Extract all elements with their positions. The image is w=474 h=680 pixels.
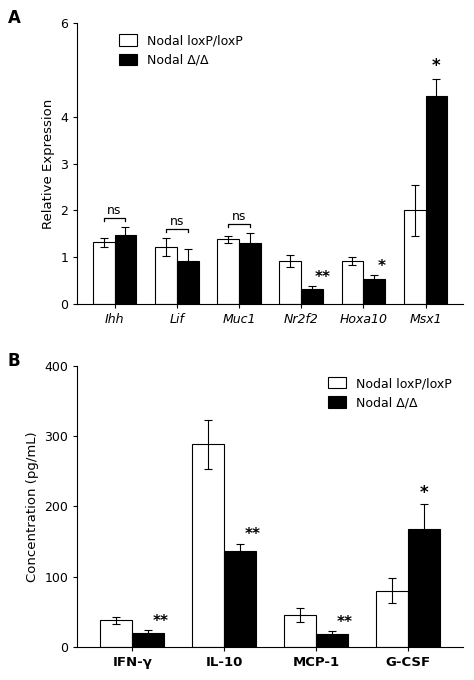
Legend: Nodal loxP/loxP, Nodal Δ/Δ: Nodal loxP/loxP, Nodal Δ/Δ — [323, 372, 456, 414]
Bar — [224, 551, 256, 647]
Bar — [364, 279, 385, 304]
Bar — [284, 615, 316, 647]
Bar — [279, 261, 301, 304]
Bar — [239, 243, 261, 304]
Bar — [404, 210, 426, 304]
Y-axis label: Relative Expression: Relative Expression — [42, 99, 55, 228]
Bar — [342, 261, 364, 304]
Text: *: * — [419, 484, 428, 502]
Text: *: * — [432, 56, 441, 75]
Bar — [155, 247, 177, 304]
Bar — [132, 633, 164, 647]
Text: ns: ns — [232, 210, 246, 223]
Text: **: ** — [337, 615, 353, 630]
Text: **: ** — [245, 527, 261, 542]
Text: A: A — [8, 9, 21, 27]
Y-axis label: Concentration (pg/mL): Concentration (pg/mL) — [26, 431, 39, 581]
Bar — [115, 235, 137, 304]
Text: ns: ns — [108, 204, 122, 217]
Text: ns: ns — [170, 215, 184, 228]
Text: B: B — [8, 352, 20, 370]
Text: *: * — [377, 258, 385, 273]
Bar — [100, 620, 132, 647]
Bar — [217, 239, 239, 304]
Bar — [93, 242, 115, 304]
Text: **: ** — [315, 270, 331, 285]
Legend: Nodal loxP/loxP, Nodal Δ/Δ: Nodal loxP/loxP, Nodal Δ/Δ — [114, 29, 247, 71]
Text: **: ** — [153, 613, 169, 628]
Bar — [426, 96, 447, 304]
Bar — [316, 634, 348, 647]
Bar — [192, 445, 224, 647]
Bar — [376, 591, 408, 647]
Bar — [408, 529, 440, 647]
Bar — [177, 260, 199, 304]
Bar — [301, 288, 323, 304]
